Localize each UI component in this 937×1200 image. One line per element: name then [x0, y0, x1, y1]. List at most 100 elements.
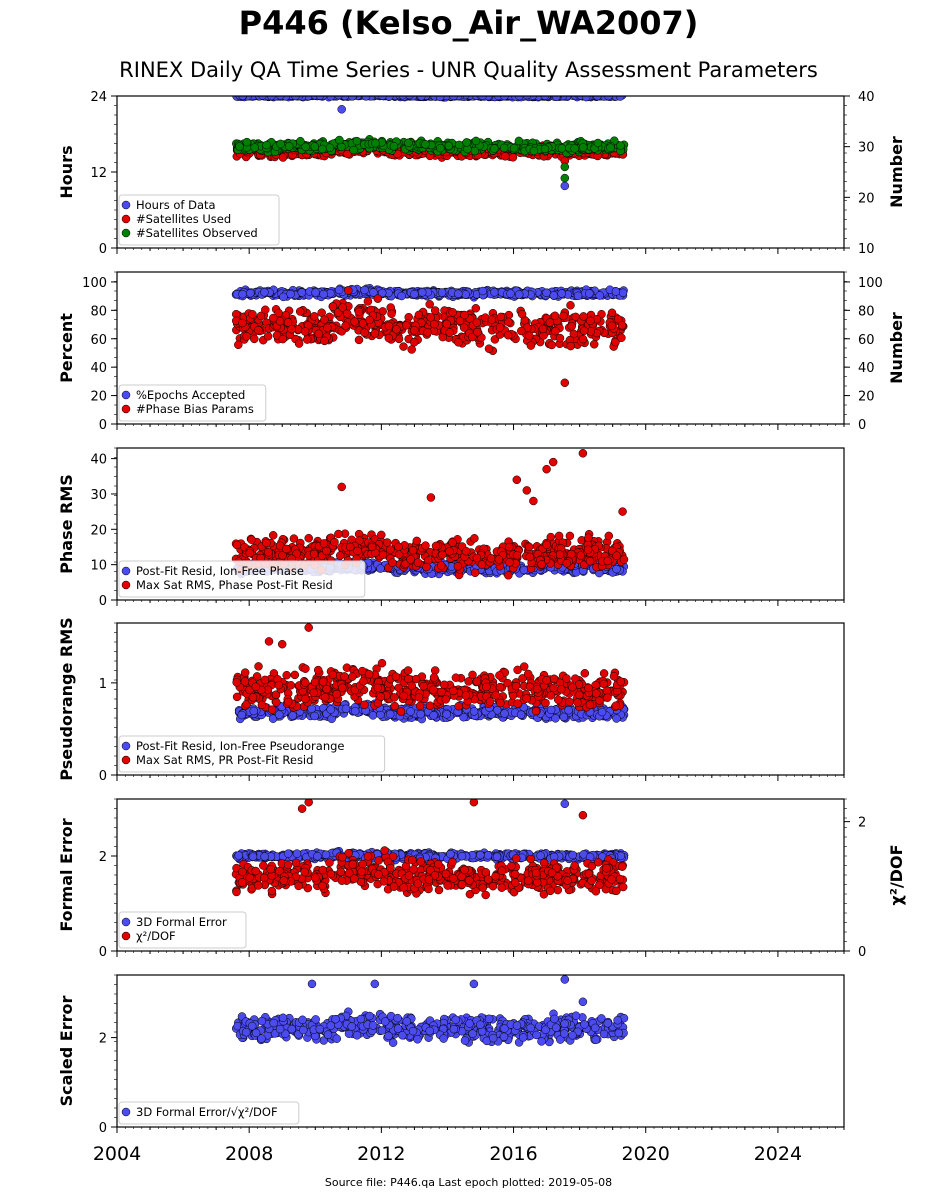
- data-point: [376, 564, 385, 573]
- data-point: [448, 308, 457, 317]
- data-point: [399, 342, 408, 351]
- data-point: [394, 542, 403, 552]
- data-point: [517, 309, 527, 319]
- data-point: [477, 560, 487, 569]
- data-point: [612, 714, 621, 723]
- data-point: [304, 533, 313, 543]
- data-point: [578, 143, 588, 152]
- data-point: [377, 288, 387, 298]
- data-point: [387, 309, 396, 319]
- data-point: [604, 531, 614, 541]
- y-tick-label: 24: [90, 90, 107, 105]
- data-point: [392, 325, 401, 334]
- data-point: [445, 547, 454, 556]
- data-point: [487, 315, 497, 324]
- data-point: [442, 710, 451, 719]
- outlier-point: [337, 105, 346, 114]
- data-point: [546, 705, 556, 715]
- data-point: [509, 143, 519, 153]
- data-point: [378, 550, 388, 560]
- data-point: [284, 142, 294, 151]
- series-1: [231, 283, 628, 302]
- data-point: [377, 530, 386, 540]
- data-point: [242, 332, 251, 341]
- data-point: [389, 141, 399, 151]
- data-point: [354, 307, 364, 317]
- data-point: [350, 706, 360, 716]
- data-point: [334, 529, 343, 539]
- data-point: [404, 138, 413, 148]
- data-point: [553, 695, 563, 704]
- y2-tick-label: 30: [858, 141, 875, 156]
- scatter-series-group: [232, 623, 629, 724]
- data-point: [248, 310, 257, 319]
- data-point: [286, 289, 295, 299]
- legend-entry: #Satellites Observed: [136, 226, 258, 240]
- data-point: [585, 289, 594, 298]
- data-point: [325, 143, 335, 152]
- data-point: [538, 324, 548, 334]
- data-point: [514, 290, 524, 299]
- y-axis-label: Phase RMS: [57, 474, 76, 574]
- legend-box: [118, 194, 280, 246]
- data-point: [247, 535, 256, 544]
- y-tick-label: 12: [90, 166, 107, 181]
- data-point: [288, 711, 297, 720]
- data-point: [263, 332, 273, 341]
- data-point: [490, 288, 499, 297]
- data-point: [406, 707, 415, 716]
- data-point: [500, 709, 509, 718]
- data-point: [442, 319, 452, 329]
- data-point: [319, 539, 329, 548]
- data-point: [260, 288, 269, 297]
- data-point: [454, 338, 463, 347]
- data-point: [354, 335, 364, 345]
- y2-tick-label: 0: [858, 418, 866, 433]
- data-point: [378, 96, 387, 101]
- data-point: [461, 546, 471, 556]
- data-point: [367, 542, 377, 552]
- data-point: [508, 153, 518, 162]
- data-point: [315, 96, 325, 100]
- data-point: [504, 571, 513, 580]
- data-point: [311, 288, 320, 297]
- data-point: [302, 335, 312, 344]
- data-point: [540, 96, 550, 100]
- data-point: [386, 545, 395, 554]
- y-axis-label: Hours: [57, 145, 76, 198]
- y2-tick-label: 40: [858, 90, 875, 105]
- data-point: [524, 542, 534, 552]
- legend: Hours of Data#Satellites Used#Satellites…: [118, 194, 280, 246]
- data-point: [473, 327, 482, 337]
- data-point: [406, 555, 415, 564]
- data-point: [559, 311, 568, 321]
- data-point: [275, 710, 284, 719]
- data-point: [519, 565, 529, 575]
- data-point: [238, 289, 247, 299]
- series-3: [232, 135, 629, 183]
- data-point: [490, 144, 499, 153]
- data-point: [429, 711, 438, 720]
- data-point: [517, 326, 526, 336]
- data-point: [599, 669, 609, 678]
- outlier-point: [426, 493, 436, 502]
- data-point: [514, 136, 524, 146]
- y2-axis-label: Number: [887, 136, 906, 208]
- data-point: [242, 137, 252, 147]
- data-point: [405, 96, 414, 100]
- data-point: [573, 698, 582, 707]
- data-point: [282, 544, 291, 554]
- data-point: [525, 331, 534, 341]
- data-point: [612, 564, 621, 574]
- data-point: [264, 547, 273, 557]
- data-point: [249, 706, 259, 716]
- data-point: [496, 698, 505, 708]
- data-point: [267, 96, 276, 101]
- legend-entry: #Phase Bias Params: [136, 402, 254, 416]
- figure-subtitle: RINEX Daily QA Time Series - UNR Quality…: [119, 58, 818, 82]
- data-point: [396, 707, 406, 716]
- legend-marker: [121, 390, 131, 400]
- y-tick-label: 60: [90, 333, 107, 348]
- data-point: [461, 290, 470, 299]
